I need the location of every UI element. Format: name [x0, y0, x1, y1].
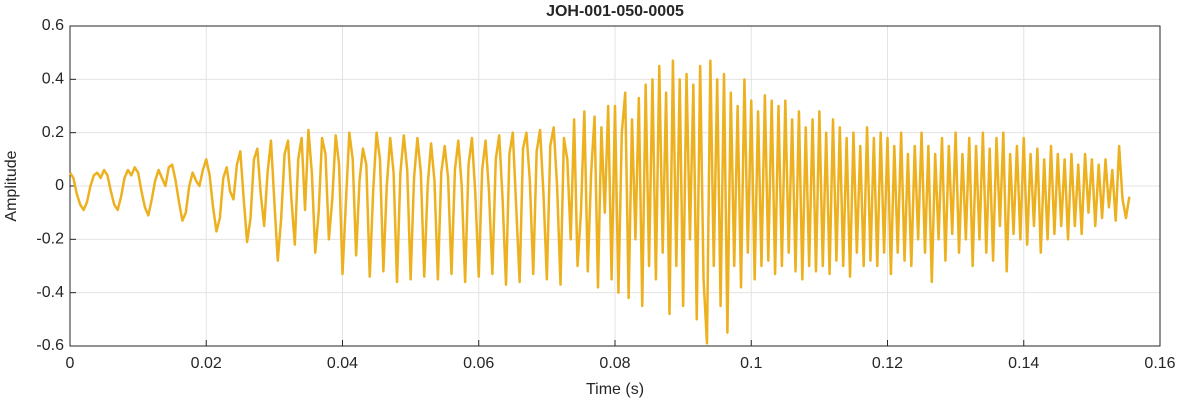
y-tick-label: 0.4: [42, 71, 64, 88]
chart-title: JOH-001-050-0005: [546, 3, 684, 20]
x-tick-label: 0.12: [872, 355, 903, 372]
plot-frame: [69, 25, 1161, 347]
x-tick-label: 0: [66, 355, 75, 372]
y-tick-label: 0.6: [42, 17, 64, 34]
x-tick-label: 0.08: [599, 355, 630, 372]
x-tick-label: 0.04: [327, 355, 358, 372]
x-tick-label: 0.16: [1144, 355, 1175, 372]
y-tick-label: -0.2: [36, 231, 64, 248]
y-tick-label: 0: [55, 177, 64, 194]
y-axis-label: Amplitude: [3, 150, 20, 221]
line-series: [68, 59, 1131, 345]
y-tick-label: -0.6: [36, 337, 64, 354]
x-tick-label: 0.1: [740, 355, 762, 372]
x-tick-label: 0.14: [1008, 355, 1039, 372]
x-tick-label: 0.02: [191, 355, 222, 372]
x-axis-label: Time (s): [586, 381, 644, 398]
x-tick-label: 0.06: [463, 355, 494, 372]
y-tick-label: 0.2: [42, 124, 64, 141]
y-tick-label: -0.4: [36, 284, 64, 301]
